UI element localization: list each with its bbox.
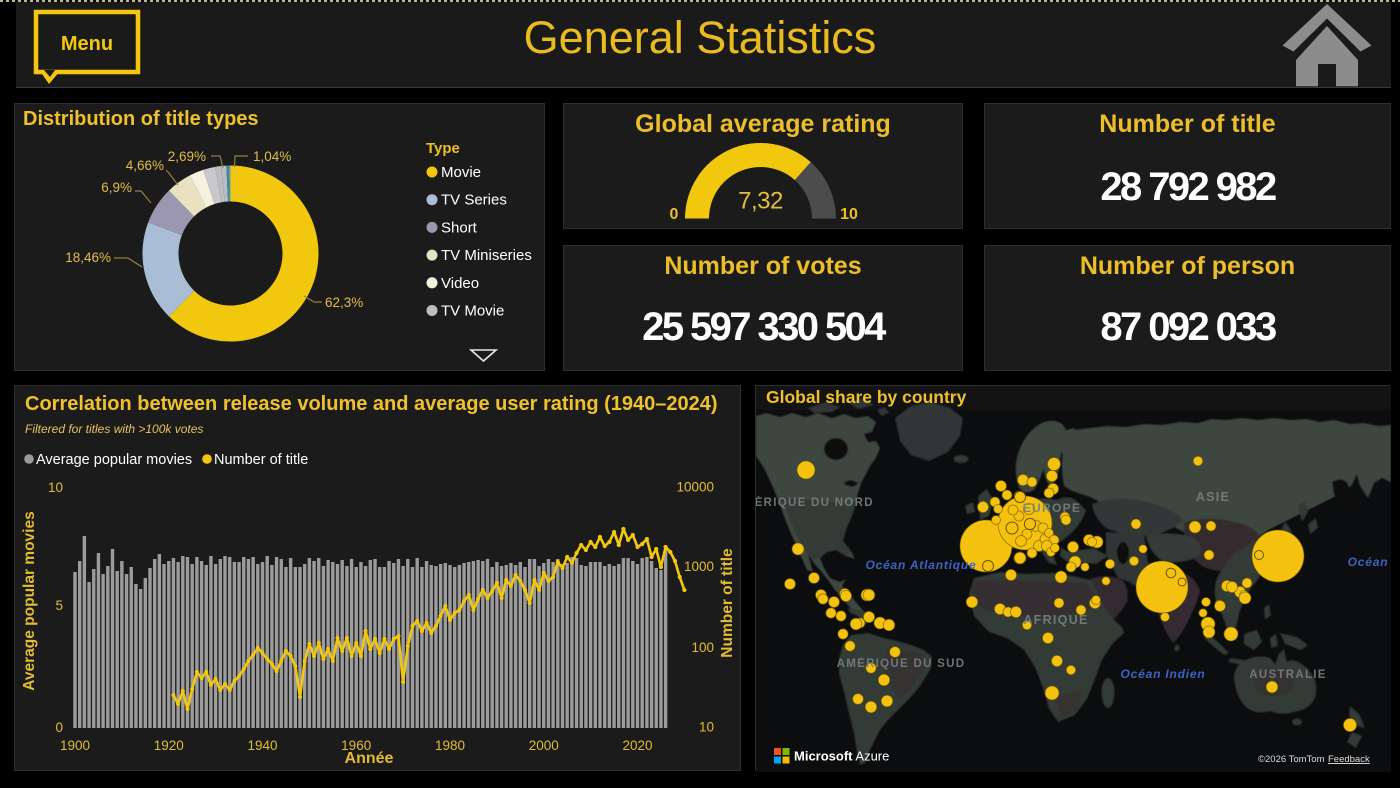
svg-text:AFRIQUE: AFRIQUE — [1023, 613, 1088, 627]
svg-text:ASIE: ASIE — [1196, 490, 1230, 504]
svg-text:Microsoft Azure: Microsoft Azure — [794, 749, 889, 764]
svg-text:Correlation between release vo: Correlation between release volume and a… — [25, 393, 718, 415]
svg-text:Number of title: Number of title — [719, 548, 736, 658]
svg-text:1980: 1980 — [435, 738, 465, 753]
svg-text:10: 10 — [48, 480, 63, 495]
svg-text:0: 0 — [55, 720, 63, 735]
svg-text:10: 10 — [840, 206, 858, 223]
svg-text:AUSTRALIE: AUSTRALIE — [1249, 669, 1327, 681]
svg-text:62,3%: 62,3% — [325, 295, 363, 310]
svg-text:7,32: 7,32 — [738, 188, 783, 215]
svg-text:1900: 1900 — [60, 738, 90, 753]
svg-text:5: 5 — [55, 598, 63, 613]
svg-text:Type: Type — [426, 140, 460, 157]
svg-text:TV Movie: TV Movie — [441, 303, 504, 320]
svg-text:AMÉRIQUE DU NORD: AMÉRIQUE DU NORD — [756, 496, 874, 509]
svg-text:Video: Video — [441, 275, 479, 292]
svg-text:4,66%: 4,66% — [126, 158, 164, 173]
svg-text:2000: 2000 — [529, 738, 559, 753]
svg-text:Feedback: Feedback — [1328, 754, 1370, 765]
svg-text:TV Series: TV Series — [441, 192, 507, 209]
svg-text:©2026 TomTom: ©2026 TomTom — [1258, 754, 1325, 765]
svg-text:Average popular movies: Average popular movies — [21, 511, 38, 690]
svg-text:Filtered for titles with >100k: Filtered for titles with >100k votes — [25, 422, 203, 436]
svg-text:2020: 2020 — [622, 738, 652, 753]
svg-text:EUROPE: EUROPE — [1023, 501, 1081, 515]
svg-text:Average popular movies: Average popular movies — [36, 452, 192, 468]
svg-text:1940: 1940 — [247, 738, 277, 753]
svg-text:Movie: Movie — [441, 164, 481, 181]
svg-text:10: 10 — [699, 720, 714, 735]
svg-text:18,46%: 18,46% — [65, 250, 111, 265]
svg-text:Océan Atlantique: Océan Atlantique — [865, 558, 976, 572]
svg-text:Année: Année — [345, 750, 394, 767]
svg-text:AMÉRIQUE DU SUD: AMÉRIQUE DU SUD — [837, 657, 966, 670]
svg-text:10000: 10000 — [676, 480, 714, 495]
svg-text:6,9%: 6,9% — [101, 180, 132, 195]
svg-text:Océan: Océan — [1348, 555, 1389, 569]
svg-text:1000: 1000 — [684, 559, 714, 574]
svg-text:0: 0 — [670, 206, 679, 223]
svg-text:1960: 1960 — [341, 738, 371, 753]
svg-text:1920: 1920 — [154, 738, 184, 753]
svg-text:Menu: Menu — [61, 33, 113, 55]
svg-text:Number of title: Number of title — [214, 452, 308, 468]
svg-text:100: 100 — [691, 640, 714, 655]
svg-text:Océan Indien: Océan Indien — [1121, 667, 1206, 681]
svg-text:2,69%: 2,69% — [168, 149, 206, 164]
svg-text:Short: Short — [441, 219, 478, 236]
svg-text:TV Miniseries: TV Miniseries — [441, 247, 532, 264]
svg-text:1,04%: 1,04% — [253, 149, 291, 164]
